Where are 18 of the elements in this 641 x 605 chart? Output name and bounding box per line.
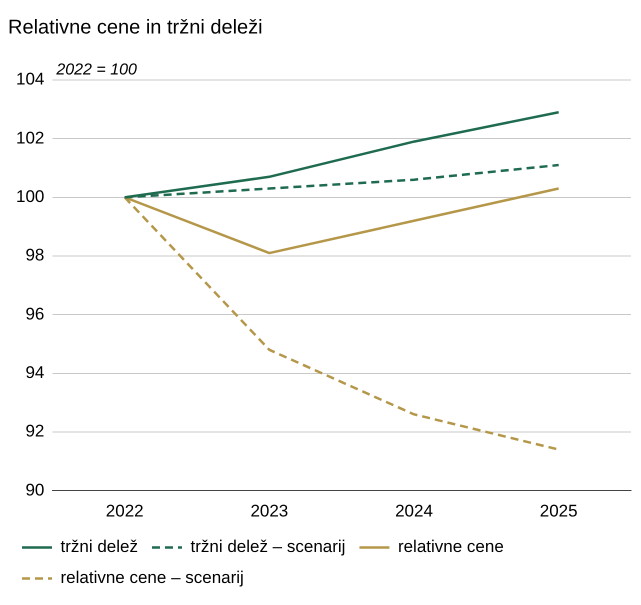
y-tick-label: 100	[16, 187, 44, 206]
y-tick-label: 98	[25, 246, 44, 265]
legend-label: tržni delež	[60, 537, 138, 556]
legend-label: tržni delež – scenarij	[190, 537, 346, 556]
x-tick-label: 2024	[395, 501, 433, 520]
y-tick-label: 92	[25, 422, 44, 441]
chart-title: Relativne cene in tržni deleži	[8, 16, 263, 39]
x-tick-label: 2023	[250, 501, 288, 520]
x-tick-label: 2022	[106, 501, 144, 520]
legend-label: relativne cene	[398, 537, 504, 556]
x-tick-label: 2025	[540, 501, 578, 520]
y-tick-label: 90	[25, 480, 44, 500]
text: 2022 = 100	[55, 61, 137, 78]
y-tick-label: 104	[16, 70, 44, 89]
legend-label: relativne cene – scenarij	[60, 568, 244, 588]
y-tick-label: 102	[16, 128, 44, 148]
y-tick-label: 94	[25, 362, 44, 382]
y-tick-label: 96	[25, 304, 44, 324]
